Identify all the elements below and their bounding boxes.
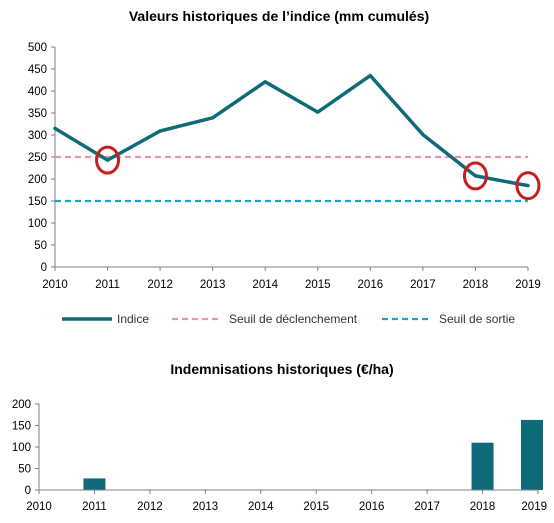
y-tick-label: 350 xyxy=(28,108,47,120)
x-tick-label: 2014 xyxy=(252,279,278,291)
y-tick-label: 150 xyxy=(12,421,31,433)
y-tick-label: 0 xyxy=(41,262,47,274)
bar-chart-bars xyxy=(83,419,543,490)
legend-label-indice: Indice xyxy=(117,312,149,326)
y-tick-label: 300 xyxy=(28,130,47,142)
legend-label-seuil-de-sortie: Seuil de sortie xyxy=(439,312,515,326)
x-tick-label: 2012 xyxy=(147,279,173,291)
x-tick-label: 2018 xyxy=(470,501,496,513)
x-tick-label: 2011 xyxy=(82,501,107,513)
x-tick-label: 2016 xyxy=(358,279,384,291)
line-chart-title: Valeurs historiques de l’indice (mm cumu… xyxy=(129,8,429,24)
bar-2018 xyxy=(471,442,494,490)
x-tick-label: 2019 xyxy=(515,279,541,291)
bar-2019 xyxy=(521,419,543,490)
bar-chart-axes: 0 50 100 150 200 2010 2011 2012 2013 2014 2015 2016… xyxy=(12,399,547,513)
y-tick-label: 200 xyxy=(28,174,47,186)
bar-chart-title: Indemnisations historiques (€/ha) xyxy=(170,361,393,377)
y-tick-label: 100 xyxy=(28,218,47,230)
x-tick-label: 2016 xyxy=(359,501,385,513)
highlight-circle-2019 xyxy=(515,171,541,201)
x-tick-label: 2017 xyxy=(414,501,440,513)
series-line-indice xyxy=(53,73,530,188)
y-tick-label: 50 xyxy=(18,464,31,476)
x-tick-label: 2012 xyxy=(137,501,163,513)
x-tick-label: 2018 xyxy=(463,279,489,291)
y-tick-label: 50 xyxy=(34,240,47,252)
bar-2011 xyxy=(83,478,106,490)
y-tick-label: 200 xyxy=(12,399,31,411)
y-tick-label: 150 xyxy=(28,196,47,208)
x-tick-label: 2013 xyxy=(193,501,219,513)
x-tick-label: 2010 xyxy=(42,279,68,291)
x-tick-label: 2014 xyxy=(248,501,274,513)
line-chart-annotations xyxy=(95,145,541,201)
x-tick-label: 2010 xyxy=(26,501,52,513)
line-chart-legend: Indice Seuil de déclenchement Seuil de sor… xyxy=(62,312,515,326)
y-tick-label: 100 xyxy=(12,442,31,454)
y-tick-label: 400 xyxy=(28,86,47,98)
x-tick-label: 2011 xyxy=(95,279,120,291)
highlight-circle-2011 xyxy=(95,145,121,175)
x-tick-label: 2015 xyxy=(303,501,329,513)
legend-label-seuil-de-declenchement: Seuil de déclenchement xyxy=(229,312,358,326)
y-tick-label: 450 xyxy=(28,64,47,76)
line-chart-axes: 0 50 100 150 200 250 300 350 400 450 500 2010 2011 20… xyxy=(28,42,541,291)
y-tick-label: 0 xyxy=(25,485,31,497)
y-tick-label: 500 xyxy=(28,42,47,54)
x-tick-label: 2017 xyxy=(410,279,436,291)
x-tick-label: 2013 xyxy=(200,279,226,291)
highlight-circle-2018 xyxy=(462,161,488,191)
x-tick-label: 2019 xyxy=(521,501,547,513)
x-tick-label: 2015 xyxy=(305,279,331,291)
line-chart-series xyxy=(53,73,530,203)
y-tick-label: 250 xyxy=(28,152,47,164)
